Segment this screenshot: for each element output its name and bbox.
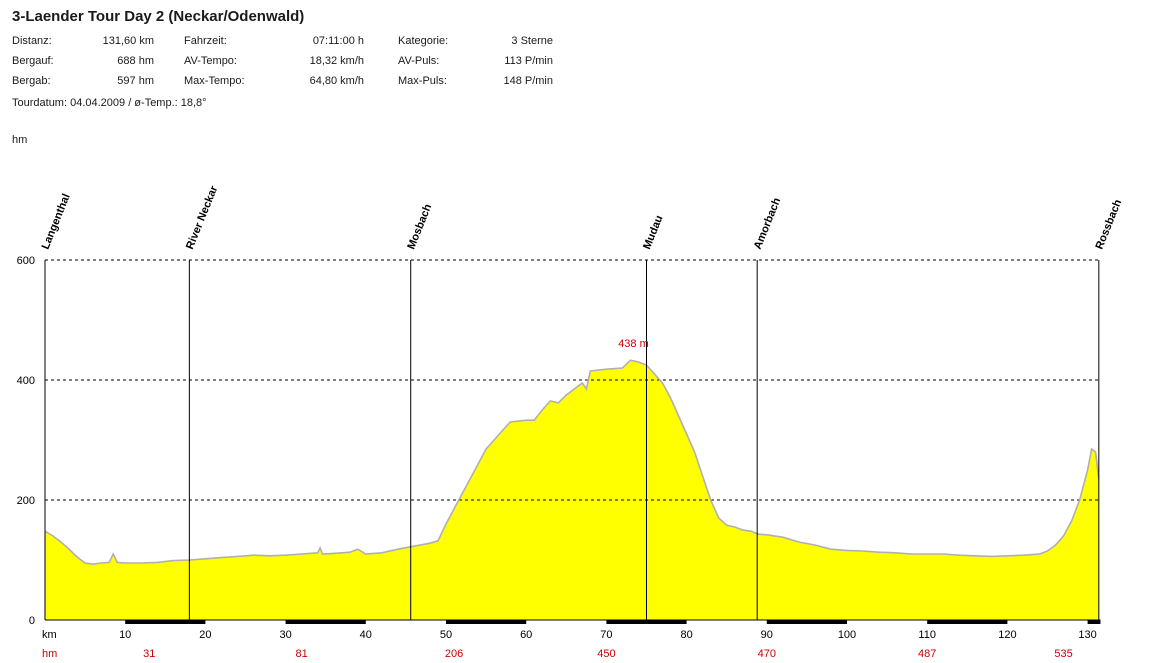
elevation-area	[45, 360, 1099, 620]
stat-value-max-tempo: 64,80 km/h	[309, 75, 364, 87]
tour-date-line: Tourdatum: 04.04.2009 / ø-Temp.: 18,8°	[12, 97, 207, 109]
km-scale-segment	[446, 620, 527, 624]
hm-row-label: hm	[42, 648, 57, 660]
stat-label-kategorie: Kategorie:	[398, 35, 449, 47]
stat-label-av-tempo: AV-Tempo:	[184, 55, 237, 67]
y-tick-label: 600	[17, 255, 35, 267]
km-scale-segment	[125, 620, 206, 624]
hm-row-value: 450	[597, 648, 615, 660]
waypoint-label: Mudau	[641, 214, 665, 251]
stat-value-av-puls: 113 P/min	[504, 55, 553, 67]
x-axis-label: km	[42, 629, 57, 641]
hm-row-value: 81	[296, 648, 308, 660]
stat-label-bergab: Bergab:	[12, 75, 51, 87]
stat-label-bergauf: Bergauf:	[12, 55, 54, 67]
hm-row-value: 487	[918, 648, 936, 660]
x-tick-label: 30	[279, 629, 291, 641]
chart-title: 3-Laender Tour Day 2 (Neckar/Odenwald)	[12, 8, 305, 25]
y-tick-label: 0	[29, 615, 35, 627]
km-scale-segment	[1087, 620, 1101, 624]
waypoint-label: Rossbach	[1093, 198, 1124, 251]
stat-value-kategorie: 3 Sterne	[511, 35, 553, 47]
waypoint-label: Langenthal	[40, 192, 73, 251]
x-tick-label: 40	[360, 629, 372, 641]
x-tick-label: 70	[600, 629, 612, 641]
stat-value-fahrzeit: 07:11:00 h	[312, 35, 364, 47]
stat-value-max-puls: 148 P/min	[503, 75, 553, 87]
stat-label-av-puls: AV-Puls:	[398, 55, 440, 67]
stat-value-bergab: 597 hm	[117, 75, 154, 87]
x-tick-label: 60	[520, 629, 532, 641]
x-tick-label: 10	[119, 629, 131, 641]
stat-value-distanz: 131,60 km	[102, 35, 154, 47]
x-tick-label: 20	[199, 629, 211, 641]
x-tick-label: 120	[998, 629, 1016, 641]
waypoint-label: Mosbach	[405, 202, 434, 251]
x-tick-label: 80	[680, 629, 692, 641]
x-tick-label: 110	[918, 629, 936, 641]
x-tick-label: 100	[838, 629, 856, 641]
y-tick-label: 400	[17, 375, 35, 387]
stat-value-av-tempo: 18,32 km/h	[309, 55, 364, 67]
elevation-line	[44, 359, 1100, 566]
km-scale-segment	[285, 620, 366, 624]
stat-label-distanz: Distanz:	[12, 35, 52, 47]
waypoint-label: Amorbach	[752, 196, 784, 251]
km-scale-segment	[606, 620, 687, 624]
stat-label-max-tempo: Max-Tempo:	[184, 75, 245, 87]
hm-row-value: 535	[1054, 648, 1072, 660]
y-tick-label: 200	[17, 495, 35, 507]
km-scale-segment	[927, 620, 1008, 624]
y-axis-unit-label: hm	[12, 134, 28, 146]
hm-row-value: 31	[143, 648, 155, 660]
x-tick-label: 90	[761, 629, 773, 641]
km-scale-segment	[766, 620, 847, 624]
hm-row-value: 470	[758, 648, 776, 660]
stat-label-max-puls: Max-Puls:	[398, 75, 447, 87]
peak-annotation: 438 m	[618, 338, 649, 350]
waypoint-label: River Neckar	[184, 184, 221, 252]
x-tick-label: 50	[440, 629, 452, 641]
x-tick-label: 130	[1078, 629, 1096, 641]
stat-label-fahrzeit: Fahrzeit:	[184, 35, 227, 47]
hm-row-value: 206	[445, 648, 463, 660]
stat-value-bergauf: 688 hm	[117, 55, 154, 67]
